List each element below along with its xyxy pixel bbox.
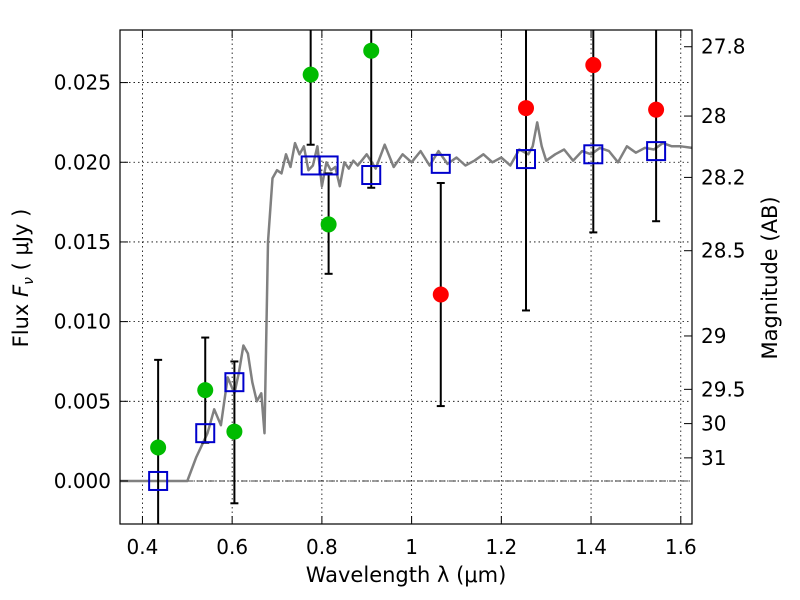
model-square-marker	[646, 141, 667, 162]
model-square-marker	[361, 165, 382, 186]
y-tick-label: 0.015	[54, 230, 111, 254]
plot-frame	[119, 29, 693, 525]
axis-ticks	[120, 30, 692, 524]
red-data-point	[518, 100, 535, 117]
model-square-marker	[318, 155, 339, 176]
right-tick-label: 28.5	[701, 239, 746, 263]
right-tick-label: 31	[701, 446, 726, 470]
model-square-marker	[516, 149, 537, 170]
model-square-marker	[583, 144, 604, 165]
green-points-layer	[150, 42, 380, 456]
grid	[120, 30, 692, 524]
model-square-marker	[148, 470, 169, 491]
right-axis-title: Magnitude (AB)	[758, 196, 782, 359]
x-tick-label: 0.8	[306, 535, 338, 559]
model-square-marker	[195, 423, 216, 444]
y-tick-label: 0.010	[54, 310, 111, 334]
x-tick-label: 0.6	[216, 535, 248, 559]
green-data-point	[363, 42, 380, 59]
green-data-point	[302, 66, 319, 83]
green-data-point	[150, 439, 167, 456]
x-tick-labels: 0.4 0.6 0.8 1 1.2 1.4 1.6	[127, 535, 697, 559]
right-tick-label: 28	[701, 104, 726, 128]
y-tick-label: 0.005	[54, 389, 111, 413]
x-tick-label: 1.4	[575, 535, 607, 559]
y-axis-title: Flux Fν ( μJy )	[9, 209, 37, 348]
green-data-point	[197, 382, 214, 399]
red-points-layer	[432, 57, 665, 303]
right-tick-labels: 27.8 28 28.2 28.5 29 29.5 30 31	[701, 35, 746, 470]
error-bar	[652, 30, 661, 223]
y-tick-labels: 0.000 0.005 0.010 0.015 0.020 0.025	[54, 71, 111, 493]
y-tick-label: 0.000	[54, 469, 111, 493]
y-axis-title-units: ( μJy )	[9, 209, 33, 277]
model-square-marker	[300, 155, 321, 176]
error-bar	[522, 30, 531, 312]
y-tick-label: 0.020	[54, 150, 111, 174]
y-axis-title-subscript: ν	[21, 277, 37, 285]
y-axis-title-symbol: F	[9, 284, 33, 297]
green-data-point	[320, 216, 337, 233]
x-tick-label: 0.4	[127, 535, 159, 559]
red-data-point	[432, 286, 449, 303]
red-data-point	[648, 101, 665, 118]
x-tick-label: 1	[405, 535, 418, 559]
model-spectrum-layer	[120, 121, 693, 483]
x-tick-label: 1.2	[485, 535, 517, 559]
right-tick-label: 27.8	[701, 35, 746, 59]
y-tick-label: 0.025	[54, 71, 111, 95]
right-tick-label: 28.2	[701, 165, 746, 189]
model-squares-layer	[148, 141, 667, 491]
error-bar-layer	[154, 30, 661, 524]
error-bar	[306, 30, 315, 146]
x-axis-title: Wavelength λ (μm)	[306, 563, 507, 587]
right-tick-label: 29	[701, 324, 726, 348]
model-square-marker	[430, 153, 451, 174]
x-tick-label: 1.6	[665, 535, 697, 559]
model-square-marker	[224, 372, 245, 393]
model-spectrum-line	[120, 121, 693, 483]
y-axis-title-prefix: Flux	[9, 297, 33, 347]
right-tick-label: 29.5	[701, 377, 746, 401]
right-tick-label: 30	[701, 412, 726, 436]
green-data-point	[226, 423, 243, 440]
red-data-point	[585, 57, 602, 74]
